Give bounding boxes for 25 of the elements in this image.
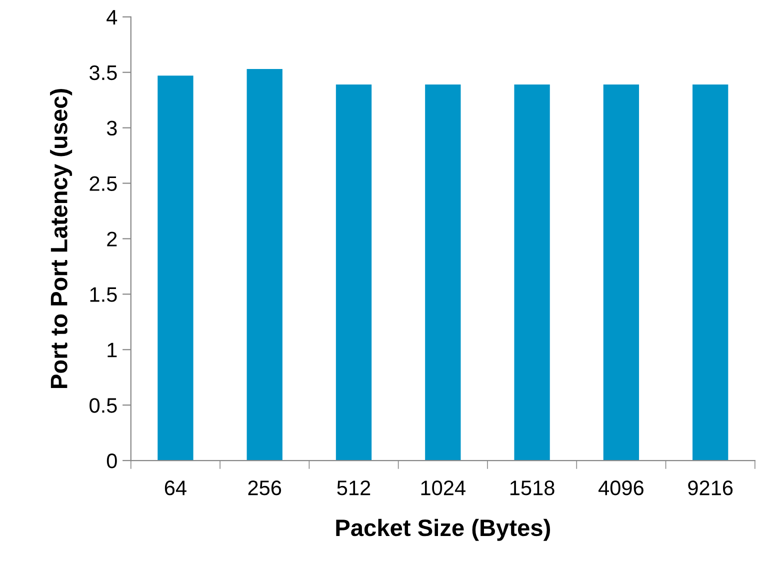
y-tick-label: 1 <box>108 342 117 358</box>
bar <box>603 84 640 461</box>
y-tick-label: 2 <box>107 232 117 246</box>
bar <box>158 76 194 461</box>
bar <box>425 84 461 461</box>
x-tick-label: 1518 <box>510 480 554 496</box>
y-tick-label: 0.5 <box>90 398 117 413</box>
x-tick-label: 256 <box>248 480 282 496</box>
y-tick-label: 2.5 <box>90 176 117 192</box>
bar <box>336 84 372 461</box>
x-tick-label: 512 <box>337 480 370 496</box>
bar <box>514 84 550 461</box>
y-tick-label: 0 <box>106 454 117 468</box>
x-axis-title: Packet Size (Bytes) <box>336 518 550 541</box>
y-tick-label: 1.5 <box>90 287 117 302</box>
bar <box>692 84 728 461</box>
x-tick-label: 4096 <box>598 480 644 496</box>
y-axis-title: Port to Port Latency (usec) <box>50 89 72 388</box>
y-tick-label: 3 <box>106 120 117 136</box>
x-tick-label: 1024 <box>421 480 466 496</box>
x-tick-label: 9216 <box>688 480 733 496</box>
y-tick-label: 3.5 <box>90 65 117 80</box>
y-tick-label: 4 <box>106 10 118 24</box>
x-tick-label: 64 <box>164 480 186 496</box>
bar <box>246 69 282 461</box>
